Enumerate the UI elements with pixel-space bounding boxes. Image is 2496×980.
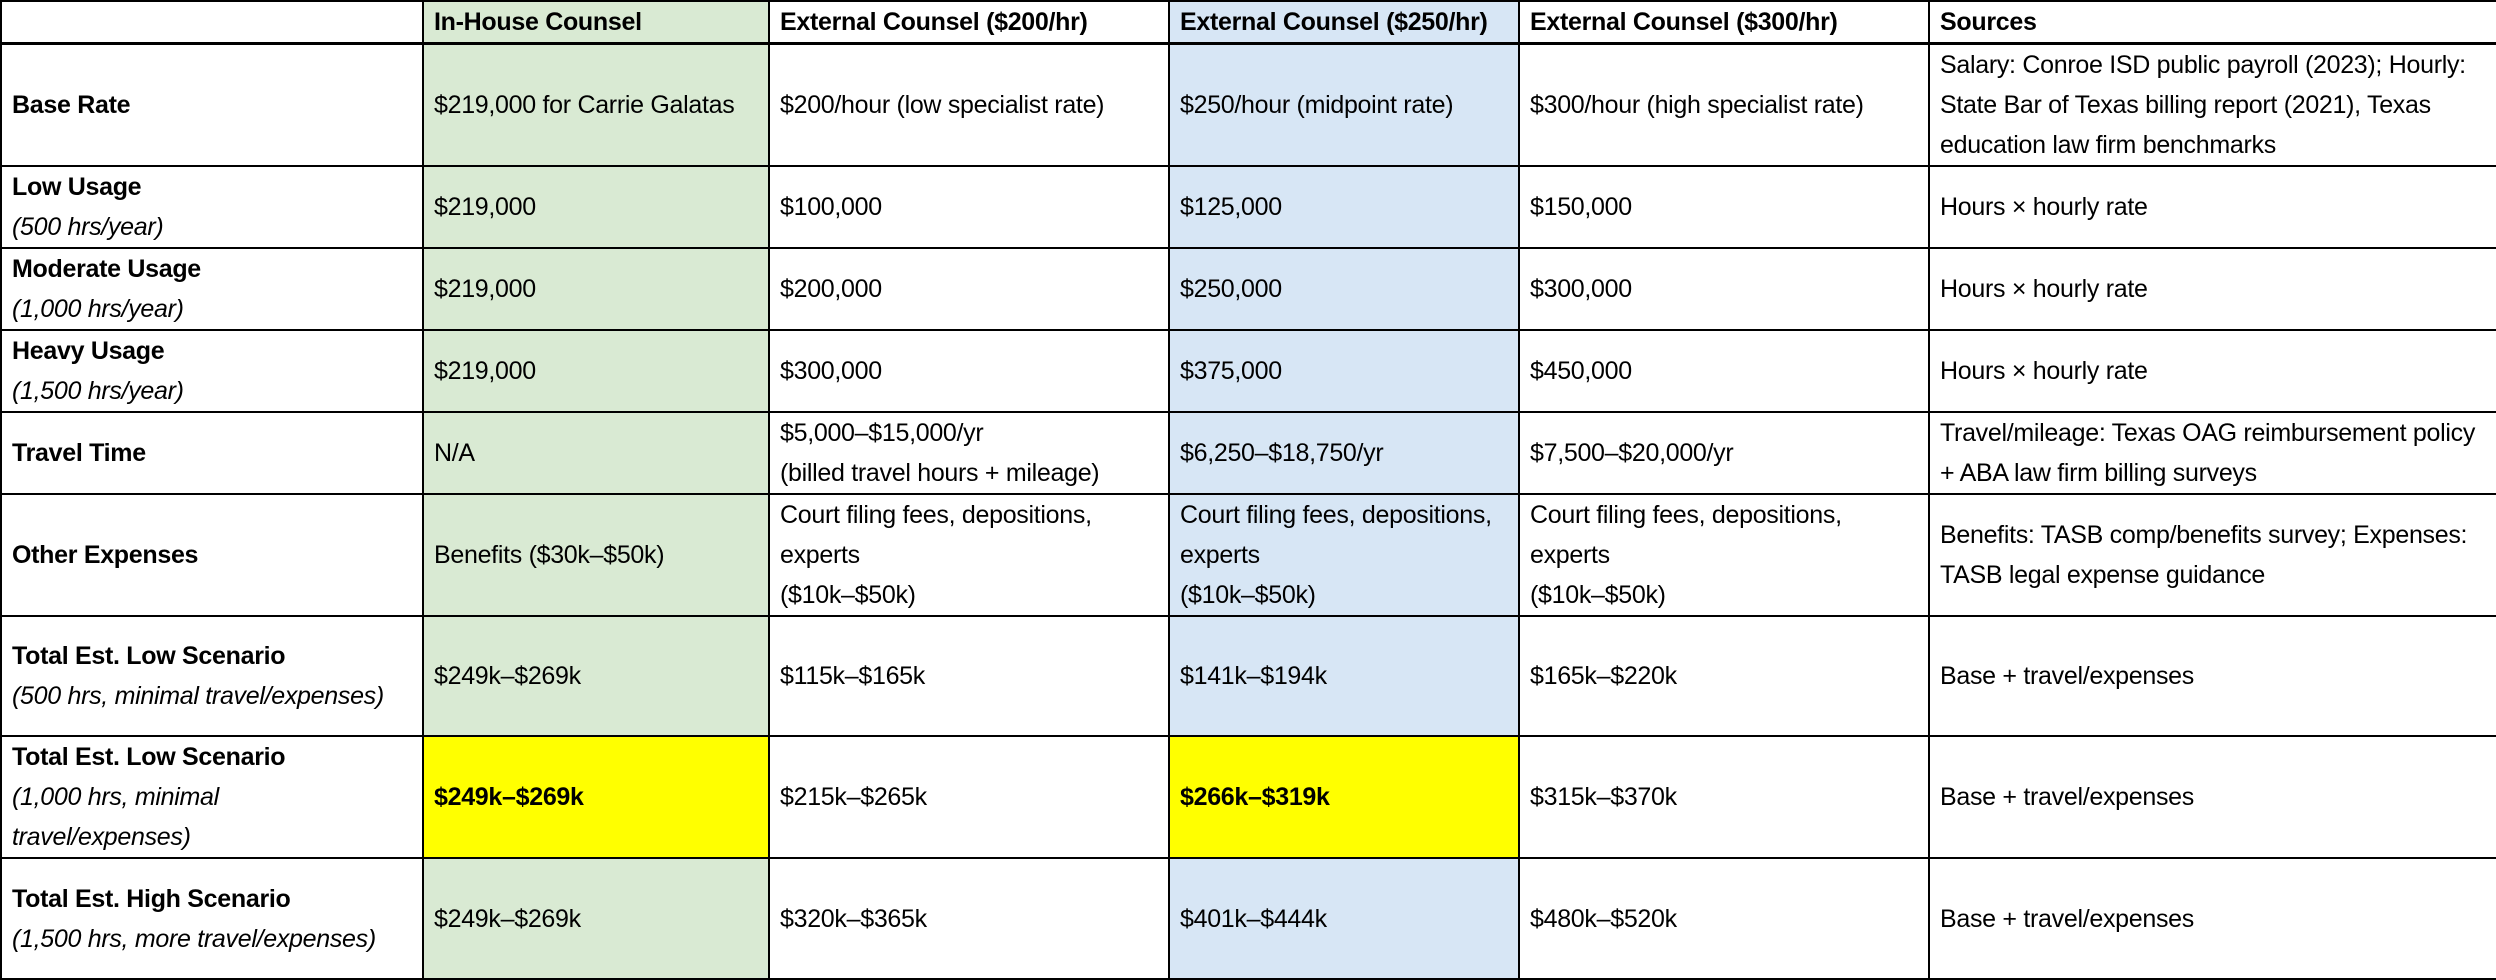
sources-cell: Travel/mileage: Texas OAG reimbursement … bbox=[1928, 411, 2496, 495]
cell: $141k–$194k bbox=[1168, 615, 1520, 737]
column-header-external-250: External Counsel ($250/hr) bbox=[1168, 0, 1520, 45]
highlighted-cell: $249k–$269k bbox=[422, 735, 770, 859]
highlighted-cell: $266k–$319k bbox=[1168, 735, 1520, 859]
cell: $300,000 bbox=[1518, 247, 1930, 331]
column-header-blank bbox=[0, 0, 424, 45]
row-label: Low Usage (500 hrs/year) bbox=[0, 165, 424, 249]
table-row-total-low-500: Total Est. Low Scenario (500 hrs, minima… bbox=[0, 615, 2496, 737]
table-row-travel-time: Travel Time N/A $5,000–$15,000/yr (bille… bbox=[0, 411, 2496, 495]
cell: $115k–$165k bbox=[768, 615, 1170, 737]
cell: Benefits ($30k–$50k) bbox=[422, 493, 770, 617]
table-row-low-usage: Low Usage (500 hrs/year) $219,000 $100,0… bbox=[0, 165, 2496, 249]
sources-cell: Base + travel/expenses bbox=[1928, 735, 2496, 859]
cell: $315k–$370k bbox=[1518, 735, 1930, 859]
row-title: Other Expenses bbox=[12, 541, 199, 569]
cell: $7,500–$20,000/yr bbox=[1518, 411, 1930, 495]
row-label: Total Est. High Scenario (1,500 hrs, mor… bbox=[0, 857, 424, 980]
row-title: Total Est. Low Scenario bbox=[12, 642, 286, 670]
cell: $6,250–$18,750/yr bbox=[1168, 411, 1520, 495]
table-row-total-high-1500: Total Est. High Scenario (1,500 hrs, mor… bbox=[0, 857, 2496, 980]
table-row-total-low-1000: Total Est. Low Scenario (1,000 hrs, mini… bbox=[0, 735, 2496, 859]
row-title: Travel Time bbox=[12, 439, 146, 467]
cell: $200,000 bbox=[768, 247, 1170, 331]
cell: $215k–$265k bbox=[768, 735, 1170, 859]
cell: $250/hour (midpoint rate) bbox=[1168, 42, 1520, 167]
cell: $200/hour (low specialist rate) bbox=[768, 42, 1170, 167]
row-subtitle: (1,000 hrs, minimal travel/expenses) bbox=[12, 783, 219, 851]
cell: $249k–$269k bbox=[422, 857, 770, 980]
row-title: Low Usage bbox=[12, 173, 142, 201]
row-title: Moderate Usage bbox=[12, 255, 201, 283]
cell: $219,000 bbox=[422, 165, 770, 249]
cell: $250,000 bbox=[1168, 247, 1520, 331]
row-title: Total Est. Low Scenario bbox=[12, 743, 286, 771]
row-subtitle: (1,500 hrs, more travel/expenses) bbox=[12, 924, 376, 953]
column-header-in-house: In-House Counsel bbox=[422, 0, 770, 45]
cell: $300/hour (high specialist rate) bbox=[1518, 42, 1930, 167]
sources-cell: Hours × hourly rate bbox=[1928, 329, 2496, 413]
table-row-moderate-usage: Moderate Usage (1,000 hrs/year) $219,000… bbox=[0, 247, 2496, 331]
column-header-external-300: External Counsel ($300/hr) bbox=[1518, 0, 1930, 45]
sources-cell: Hours × hourly rate bbox=[1928, 247, 2496, 331]
cell: $375,000 bbox=[1168, 329, 1520, 413]
cell: Court filing fees, depositions, experts … bbox=[1518, 493, 1930, 617]
row-label: Heavy Usage (1,500 hrs/year) bbox=[0, 329, 424, 413]
sources-cell: Hours × hourly rate bbox=[1928, 165, 2496, 249]
column-header-external-200: External Counsel ($200/hr) bbox=[768, 0, 1170, 45]
row-title: Base Rate bbox=[12, 91, 131, 119]
row-label: Base Rate bbox=[0, 42, 424, 167]
cell: $219,000 for Carrie Galatas bbox=[422, 42, 770, 167]
cell: $125,000 bbox=[1168, 165, 1520, 249]
cell: $100,000 bbox=[768, 165, 1170, 249]
row-subtitle: (1,500 hrs/year) bbox=[12, 377, 184, 405]
cell: $320k–$365k bbox=[768, 857, 1170, 980]
row-subtitle: (1,000 hrs/year) bbox=[12, 295, 184, 323]
sources-cell: Salary: Conroe ISD public payroll (2023)… bbox=[1928, 42, 2496, 167]
cell: $165k–$220k bbox=[1518, 615, 1930, 737]
cell: $249k–$269k bbox=[422, 615, 770, 737]
column-header-sources: Sources bbox=[1928, 0, 2496, 45]
cell: Court filing fees, depositions, experts … bbox=[1168, 493, 1520, 617]
sources-cell: Base + travel/expenses bbox=[1928, 615, 2496, 737]
cell: Court filing fees, depositions, experts … bbox=[768, 493, 1170, 617]
cell: $480k–$520k bbox=[1518, 857, 1930, 980]
row-subtitle: (500 hrs/year) bbox=[12, 213, 164, 241]
cell: $219,000 bbox=[422, 329, 770, 413]
cell: N/A bbox=[422, 411, 770, 495]
table-row-base-rate: Base Rate $219,000 for Carrie Galatas $2… bbox=[0, 42, 2496, 167]
row-label: Travel Time bbox=[0, 411, 424, 495]
cell: $300,000 bbox=[768, 329, 1170, 413]
sources-cell: Benefits: TASB comp/benefits survey; Exp… bbox=[1928, 493, 2496, 617]
cell: $401k–$444k bbox=[1168, 857, 1520, 980]
cell: $219,000 bbox=[422, 247, 770, 331]
cell: $5,000–$15,000/yr (billed travel hours +… bbox=[768, 411, 1170, 495]
sources-cell: Base + travel/expenses bbox=[1928, 857, 2496, 980]
row-label: Moderate Usage (1,000 hrs/year) bbox=[0, 247, 424, 331]
row-label: Other Expenses bbox=[0, 493, 424, 617]
header-row: In-House Counsel External Counsel ($200/… bbox=[0, 0, 2496, 45]
table-row-heavy-usage: Heavy Usage (1,500 hrs/year) $219,000 $3… bbox=[0, 329, 2496, 413]
row-title: Heavy Usage bbox=[12, 337, 165, 365]
cell: $450,000 bbox=[1518, 329, 1930, 413]
row-title: Total Est. High Scenario bbox=[12, 884, 291, 913]
row-label: Total Est. Low Scenario (500 hrs, minima… bbox=[0, 615, 424, 737]
cell: $150,000 bbox=[1518, 165, 1930, 249]
row-label: Total Est. Low Scenario (1,000 hrs, mini… bbox=[0, 735, 424, 859]
table-row-other-expenses: Other Expenses Benefits ($30k–$50k) Cour… bbox=[0, 493, 2496, 617]
row-subtitle: (500 hrs, minimal travel/expenses) bbox=[12, 682, 384, 710]
